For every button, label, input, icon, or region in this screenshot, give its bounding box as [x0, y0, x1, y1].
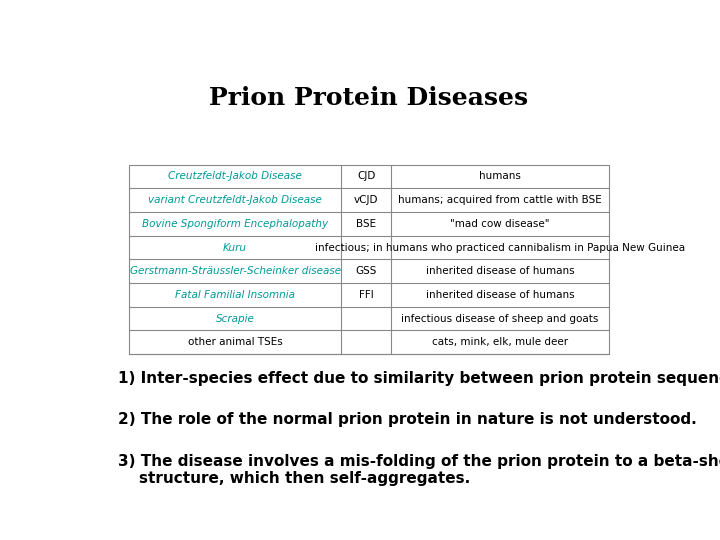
Text: Scrapie: Scrapie — [216, 314, 254, 323]
Text: vCJD: vCJD — [354, 195, 379, 205]
Text: other animal TSEs: other animal TSEs — [188, 338, 282, 347]
Bar — [129, 165, 609, 354]
Text: infectious disease of sheep and goats: infectious disease of sheep and goats — [402, 314, 599, 323]
Text: FFI: FFI — [359, 290, 374, 300]
Text: Kuru: Kuru — [223, 242, 247, 253]
Text: variant Creutzfeldt-Jakob Disease: variant Creutzfeldt-Jakob Disease — [148, 195, 322, 205]
Text: inherited disease of humans: inherited disease of humans — [426, 266, 575, 276]
Text: GSS: GSS — [356, 266, 377, 276]
Text: BSE: BSE — [356, 219, 377, 229]
Text: "mad cow disease": "mad cow disease" — [451, 219, 550, 229]
Text: humans; acquired from cattle with BSE: humans; acquired from cattle with BSE — [398, 195, 602, 205]
Text: Bovine Spongiform Encephalopathy: Bovine Spongiform Encephalopathy — [142, 219, 328, 229]
Text: cats, mink, elk, mule deer: cats, mink, elk, mule deer — [432, 338, 568, 347]
Text: 1) Inter-species effect due to similarity between prion protein sequences.: 1) Inter-species effect due to similarit… — [118, 371, 720, 386]
Text: Gerstmann-Sträussler-Scheinker disease: Gerstmann-Sträussler-Scheinker disease — [130, 266, 341, 276]
Text: inherited disease of humans: inherited disease of humans — [426, 290, 575, 300]
Text: infectious; in humans who practiced cannibalism in Papua New Guinea: infectious; in humans who practiced cann… — [315, 242, 685, 253]
Text: Fatal Familial Insomnia: Fatal Familial Insomnia — [175, 290, 295, 300]
Text: Prion Protein Diseases: Prion Protein Diseases — [210, 85, 528, 110]
Text: humans: humans — [480, 171, 521, 181]
Text: 3) The disease involves a mis-folding of the prion protein to a beta-sheet
    s: 3) The disease involves a mis-folding of… — [118, 454, 720, 487]
Text: 2) The role of the normal prion protein in nature is not understood.: 2) The role of the normal prion protein … — [118, 413, 697, 427]
Text: Creutzfeldt-Jakob Disease: Creutzfeldt-Jakob Disease — [168, 171, 302, 181]
Text: CJD: CJD — [357, 171, 375, 181]
